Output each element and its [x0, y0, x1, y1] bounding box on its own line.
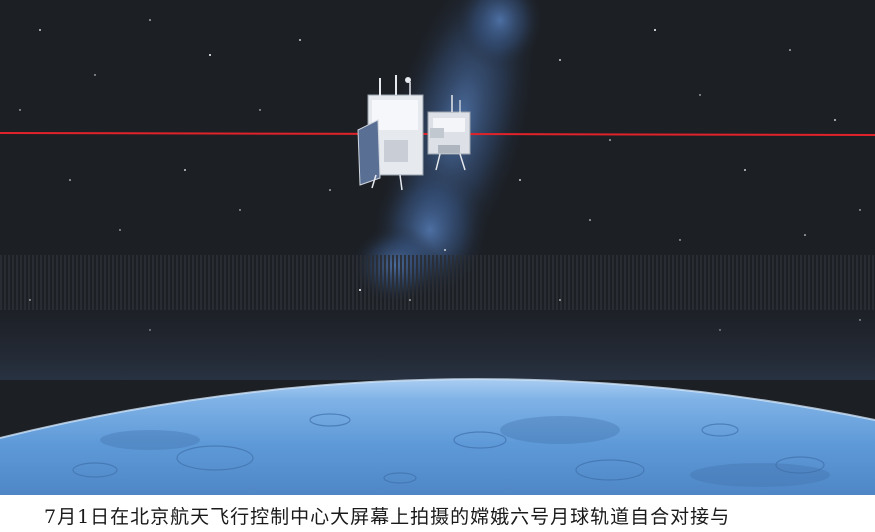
moon-craters — [72, 413, 825, 484]
photo-canvas — [0, 0, 875, 495]
moon-surface — [0, 378, 875, 495]
photo — [0, 0, 875, 495]
horizon-glow — [0, 300, 875, 380]
ascender-icon — [427, 95, 471, 171]
photo-caption: 7月1日在北京航天飞行控制中心大屏幕上拍摄的嫦娥六号月球轨道自合对接与 — [44, 506, 731, 528]
spacecraft — [357, 75, 471, 191]
orbiter-icon — [357, 75, 424, 191]
